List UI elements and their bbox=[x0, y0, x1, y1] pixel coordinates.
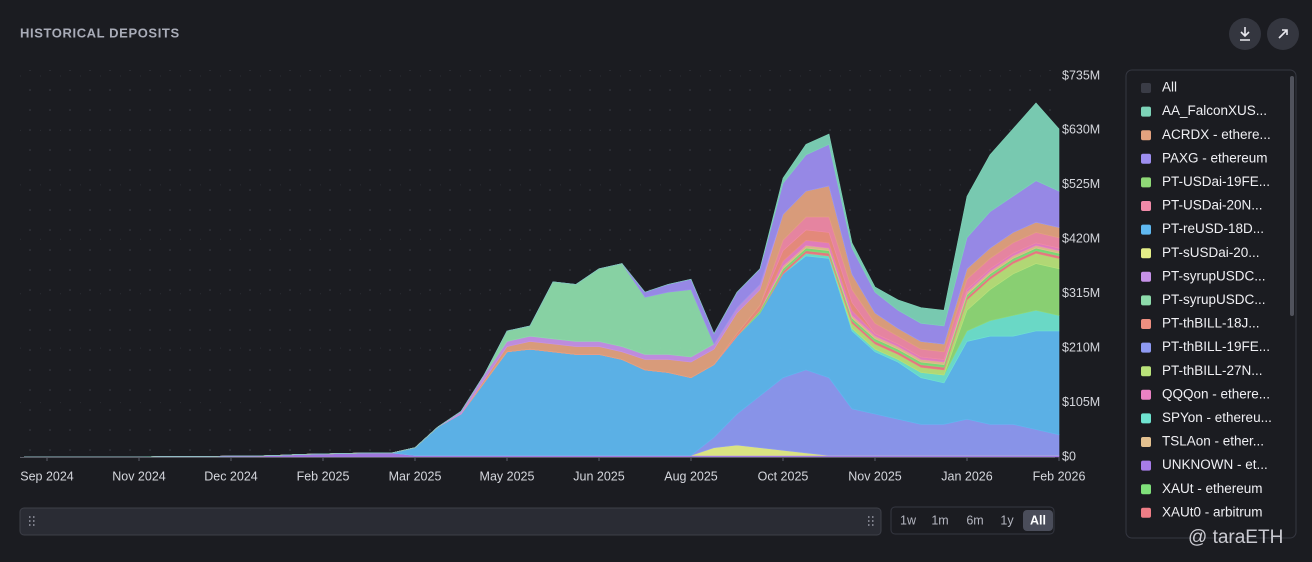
legend-label[interactable]: PT-USDai-20N... bbox=[1162, 198, 1263, 213]
legend-swatch[interactable] bbox=[1141, 507, 1151, 518]
legend-label[interactable]: PT-sUSDai-20... bbox=[1162, 245, 1260, 260]
expand-button[interactable] bbox=[1267, 18, 1299, 50]
legend-label[interactable]: TSLAon - ether... bbox=[1162, 434, 1264, 449]
x-tick-label: Jan 2026 bbox=[941, 469, 992, 483]
x-tick-label: Nov 2024 bbox=[112, 469, 166, 483]
y-tick-label: $735M bbox=[1062, 68, 1100, 82]
range-button[interactable]: 1y bbox=[1000, 513, 1014, 527]
legend-swatch[interactable] bbox=[1141, 201, 1151, 211]
legend-swatch[interactable] bbox=[1141, 177, 1151, 188]
range-button[interactable]: 1w bbox=[900, 513, 917, 527]
legend-swatch[interactable] bbox=[1141, 271, 1151, 282]
x-tick-label: Jun 2025 bbox=[573, 469, 624, 483]
range-button[interactable]: 1m bbox=[931, 513, 948, 527]
legend-swatch[interactable] bbox=[1141, 106, 1151, 117]
range-button[interactable]: 6m bbox=[966, 513, 983, 527]
legend-label[interactable]: PT-syrupUSDC... bbox=[1162, 292, 1266, 307]
x-tick-label: Mar 2025 bbox=[389, 469, 442, 483]
legend-swatch[interactable] bbox=[1141, 248, 1151, 259]
x-tick-label: Dec 2024 bbox=[204, 469, 258, 483]
legend-swatch[interactable] bbox=[1141, 130, 1151, 141]
x-tick-label: Nov 2025 bbox=[848, 469, 902, 483]
legend-swatch[interactable] bbox=[1141, 389, 1151, 400]
legend-scrollbar[interactable] bbox=[1290, 76, 1294, 316]
y-tick-label: $525M bbox=[1062, 177, 1100, 191]
legend-swatch[interactable] bbox=[1141, 342, 1151, 353]
y-tick-label: $315M bbox=[1062, 286, 1100, 300]
x-axis-labels: Sep 2024 Nov 2024 Dec 2024 Feb 2025 Mar 2025… bbox=[20, 457, 1085, 483]
legend-swatch[interactable] bbox=[1141, 295, 1151, 306]
legend-swatch[interactable] bbox=[1141, 224, 1151, 235]
legend-swatch[interactable] bbox=[1141, 413, 1151, 424]
legend-label[interactable]: PAXG - ethereum bbox=[1162, 150, 1268, 165]
legend-label[interactable]: XAUt - ethereum bbox=[1162, 481, 1263, 496]
range-slider[interactable] bbox=[19, 507, 882, 536]
legend-label[interactable]: PT-USDai-19FE... bbox=[1162, 174, 1270, 189]
legend: All AA_FalconXUS... ACRDX - ethere... PAXG … bbox=[1141, 80, 1272, 519]
y-axis-labels: $0 $105M $210M $315M $420M $525M $630M $735M bbox=[1062, 68, 1100, 463]
download-button[interactable] bbox=[1229, 18, 1261, 50]
x-tick-label: Sep 2024 bbox=[20, 469, 74, 483]
y-tick-label: $0 bbox=[1062, 449, 1076, 463]
legend-label[interactable]: PT-reUSD-18D... bbox=[1162, 221, 1264, 236]
y-tick-label: $420M bbox=[1062, 232, 1100, 246]
legend-box bbox=[1125, 69, 1297, 539]
legend-label[interactable]: ACRDX - ethere... bbox=[1162, 127, 1271, 142]
legend-label[interactable]: UNKNOWN - et... bbox=[1162, 457, 1268, 472]
legend-label[interactable]: AA_FalconXUS... bbox=[1162, 103, 1267, 118]
legend-swatch[interactable] bbox=[1141, 437, 1151, 447]
y-tick-label: $630M bbox=[1062, 123, 1100, 137]
watermark: @ taraETH bbox=[1188, 527, 1283, 548]
y-tick-label: $210M bbox=[1062, 340, 1100, 354]
range-button[interactable]: All bbox=[1030, 513, 1046, 527]
legend-swatch[interactable] bbox=[1141, 366, 1151, 377]
x-tick-label: Feb 2026 bbox=[1033, 469, 1086, 483]
range-button-group bbox=[890, 506, 1055, 535]
legend-swatch[interactable] bbox=[1141, 460, 1151, 471]
legend-swatch[interactable] bbox=[1141, 319, 1151, 329]
x-tick-label: Feb 2025 bbox=[297, 469, 350, 483]
x-tick-label: May 2025 bbox=[480, 469, 535, 483]
legend-label[interactable]: PT-thBILL-18J... bbox=[1162, 316, 1260, 331]
range-buttons: 1w 1m 6m 1y All bbox=[900, 510, 1053, 531]
legend-label[interactable]: SPYon - ethereu... bbox=[1162, 410, 1272, 425]
legend-label[interactable]: PT-syrupUSDC... bbox=[1162, 268, 1266, 283]
legend-swatch[interactable] bbox=[1141, 83, 1151, 93]
legend-label[interactable]: PT-thBILL-19FE... bbox=[1162, 339, 1270, 354]
legend-swatch[interactable] bbox=[1141, 484, 1151, 495]
legend-label[interactable]: QQQon - ethere... bbox=[1162, 386, 1270, 401]
plot-area bbox=[20, 75, 1060, 458]
range-button-active[interactable] bbox=[1023, 510, 1053, 531]
legend-label[interactable]: All bbox=[1162, 80, 1177, 95]
y-tick-label: $105M bbox=[1062, 395, 1100, 409]
legend-swatch[interactable] bbox=[1141, 153, 1151, 164]
area-series bbox=[24, 102, 1060, 458]
x-tick-label: Oct 2025 bbox=[758, 469, 809, 483]
x-tick-label: Aug 2025 bbox=[664, 469, 718, 483]
legend-label[interactable]: XAUt0 - arbitrum bbox=[1162, 504, 1263, 519]
legend-label[interactable]: PT-thBILL-27N... bbox=[1162, 363, 1263, 378]
chart-title: HISTORICAL DEPOSITS bbox=[20, 25, 180, 40]
